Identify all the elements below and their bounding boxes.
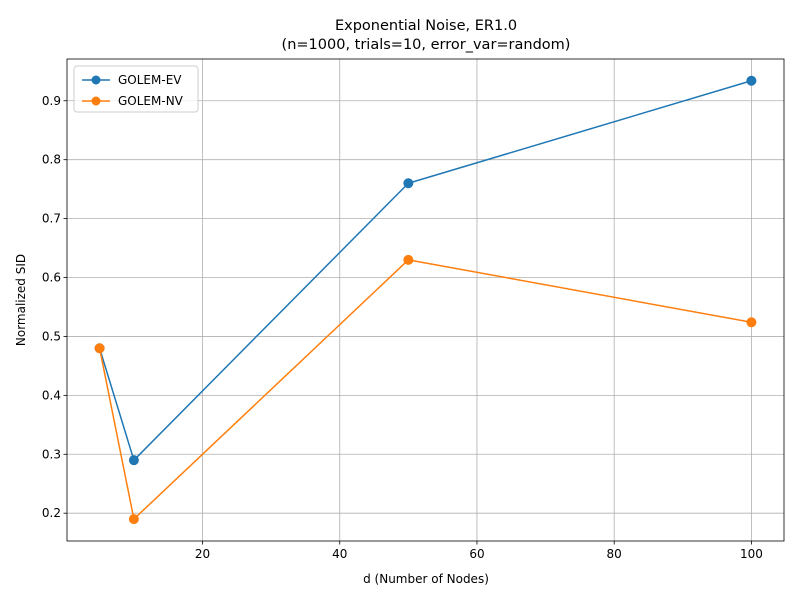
y-tick-label: 0.8 (42, 153, 61, 167)
x-tick-label: 20 (195, 547, 210, 561)
grid (67, 59, 784, 541)
y-tick-label: 0.3 (42, 447, 61, 461)
x-tick-label: 40 (332, 547, 347, 561)
legend-marker (91, 75, 101, 85)
data-point (746, 75, 757, 86)
legend: GOLEM-EV GOLEM-NV (73, 65, 199, 113)
legend-marker (91, 96, 101, 106)
legend-label: GOLEM-EV (118, 73, 182, 87)
data-point (128, 455, 139, 466)
plot-frame (66, 58, 785, 542)
series-layer (94, 75, 757, 525)
data-point (128, 514, 139, 525)
series-line-golem-nv (98, 259, 752, 520)
chart-subtitle: (n=1000, trials=10, error_var=random) (282, 37, 571, 53)
y-axis-label: Normalized SID (14, 254, 28, 346)
x-tick-label: 100 (740, 547, 763, 561)
y-tick-label: 0.6 (42, 271, 61, 285)
y-tick-label: 0.7 (42, 212, 61, 226)
data-point (403, 254, 414, 265)
y-tick-label: 0.9 (42, 94, 61, 108)
legend-label: GOLEM-NV (118, 94, 184, 108)
x-tick-label: 60 (469, 547, 484, 561)
chart-title: Exponential Noise, ER1.0 (335, 18, 517, 34)
y-tick-label: 0.2 (42, 506, 61, 520)
series-line-golem-ev (98, 80, 752, 461)
x-tick-label: 80 (607, 547, 622, 561)
data-point (746, 317, 757, 328)
data-point (403, 178, 414, 189)
x-axis-label: d (Number of Nodes) (363, 572, 489, 586)
y-tick-label: 0.5 (42, 329, 61, 343)
data-point (94, 343, 105, 354)
ticks: 20 40 60 80 100 0.2 0.3 0.4 0.5 0.6 0.7 0.8 0.9 (42, 94, 763, 561)
y-tick-label: 0.4 (42, 388, 61, 402)
